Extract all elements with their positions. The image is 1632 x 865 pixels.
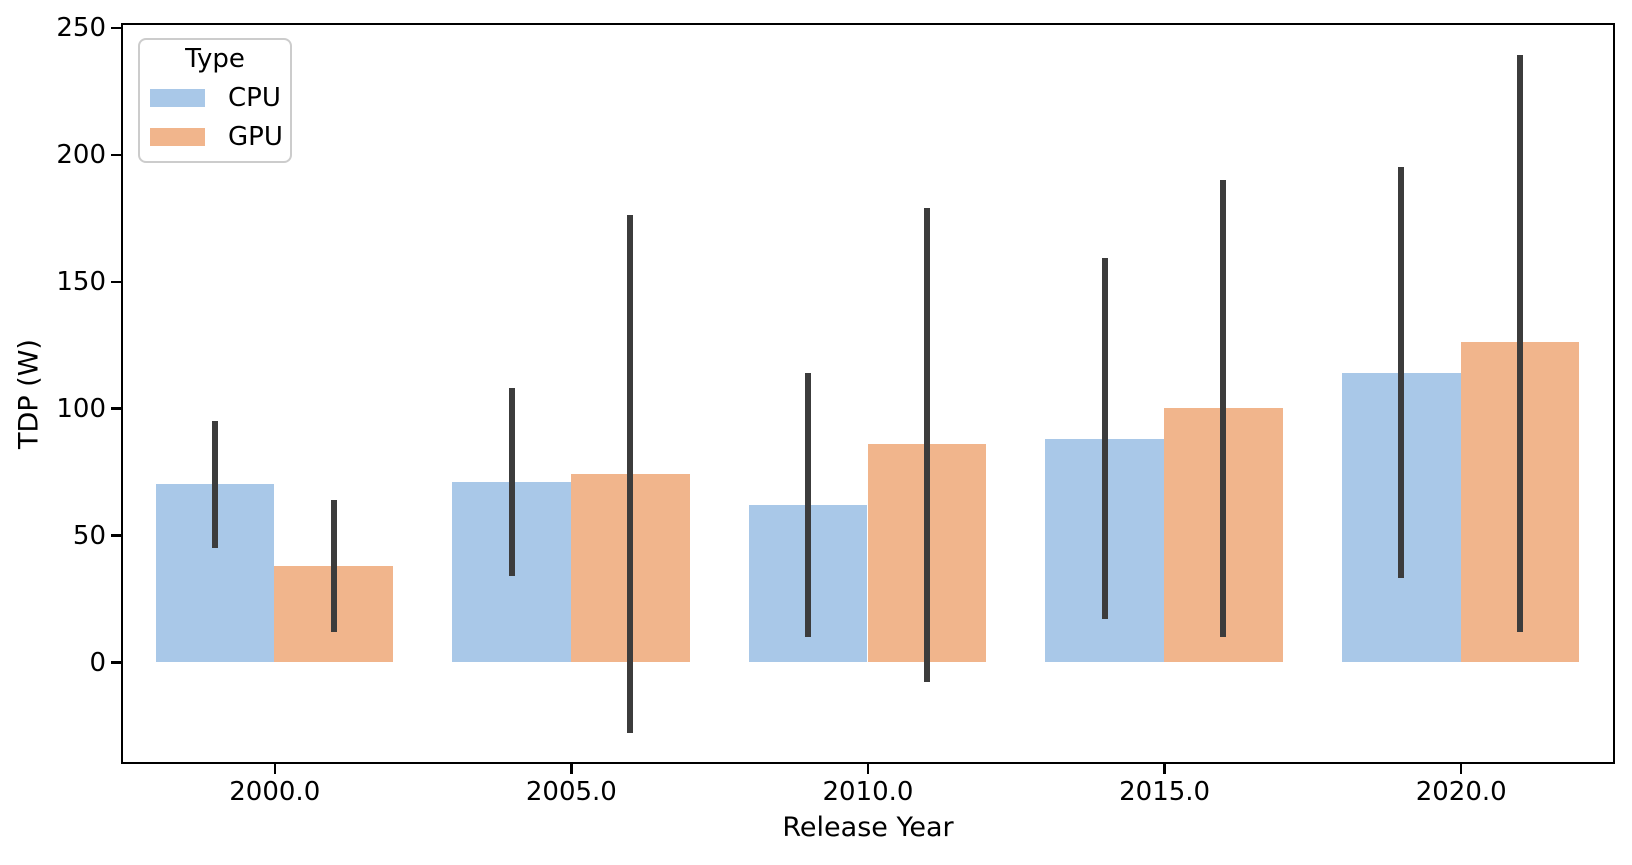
x-tick-label: 2020.0: [1415, 777, 1507, 807]
y-tick: [111, 280, 121, 284]
y-tick-label: 0: [89, 647, 106, 678]
legend-entry-cpu: CPU: [140, 84, 290, 112]
y-tick-label: 200: [56, 139, 106, 170]
x-tick-label: 2015.0: [1119, 777, 1211, 807]
y-tick-label: 50: [72, 520, 106, 551]
x-tick-label: 2005.0: [525, 777, 617, 807]
y-tick: [111, 26, 121, 30]
legend-entry-gpu: GPU: [140, 123, 290, 151]
legend-label-gpu: GPU: [228, 122, 283, 152]
x-tick-label: 2010.0: [822, 777, 914, 807]
y-tick-label: 250: [56, 13, 106, 44]
x-tick: [273, 764, 277, 774]
y-tick-label: 150: [56, 266, 106, 297]
error-bar-cpu-2020: [1398, 167, 1405, 579]
error-bar-cpu-2010: [805, 372, 812, 637]
error-bar-cpu-2005: [508, 387, 515, 576]
y-tick: [111, 661, 121, 664]
y-tick-label: 100: [56, 393, 106, 424]
legend-swatch-cpu-icon: [150, 89, 205, 107]
error-bar-gpu-2010: [923, 207, 930, 683]
error-bar-cpu-2015: [1101, 258, 1108, 619]
error-bar-gpu-2015: [1220, 179, 1227, 637]
error-bar-gpu-2000: [330, 499, 337, 632]
error-bar-gpu-2005: [627, 215, 634, 734]
y-tick: [111, 153, 121, 157]
plot-inner: [123, 25, 1613, 762]
error-bar-gpu-2020: [1517, 55, 1524, 632]
x-tick: [570, 764, 573, 774]
legend: Type CPU GPU: [138, 38, 292, 163]
x-tick-label: 2000.0: [229, 777, 321, 807]
plot-area: Type CPU GPU: [121, 23, 1615, 764]
x-tick: [1459, 764, 1463, 774]
x-tick: [1163, 764, 1166, 774]
legend-swatch-gpu-icon: [150, 128, 205, 146]
x-axis-label: Release Year: [782, 812, 954, 843]
x-tick: [866, 764, 870, 774]
y-tick: [111, 407, 121, 410]
error-bar-cpu-2000: [211, 420, 218, 548]
legend-label-cpu: CPU: [228, 83, 281, 113]
y-tick: [111, 534, 121, 537]
legend-title: Type: [185, 44, 245, 74]
